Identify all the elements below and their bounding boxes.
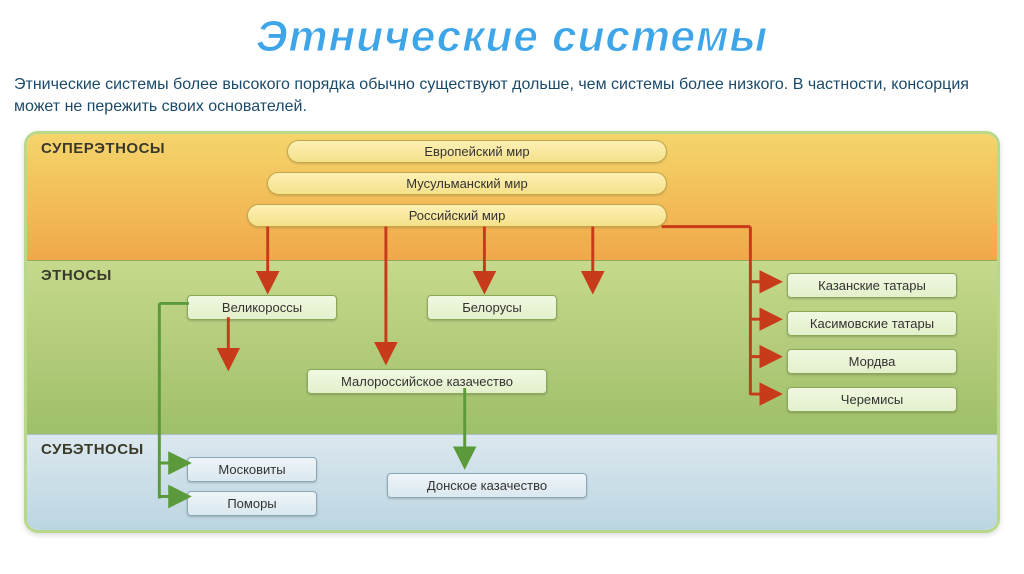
band-label-sub: СУБЭТНОСЫ [41, 441, 144, 458]
band-label-ethnos: ЭТНОСЫ [41, 267, 112, 284]
band-ethnos: ЭТНОСЫ Великороссы Белорусы Малороссийск… [27, 260, 997, 434]
pill-russian: Российский мир [247, 204, 667, 227]
pill-euro: Европейский мир [287, 140, 667, 163]
box-mordva: Мордва [787, 349, 957, 374]
sbox-pomor: Поморы [187, 491, 317, 516]
box-belorus: Белорусы [427, 295, 557, 320]
box-kasim: Касимовские татары [787, 311, 957, 336]
sbox-moskovit: Московиты [187, 457, 317, 482]
box-velikoross: Великороссы [187, 295, 337, 320]
band-label-super: СУПЕРЭТНОСЫ [41, 140, 165, 157]
ethnic-diagram: СУПЕРЭТНОСЫ Европейский мир Мусульмански… [24, 131, 1000, 533]
page-title: Этнические системы [0, 0, 1024, 70]
subtitle-text: Этнические системы более высокого порядк… [0, 70, 1024, 131]
box-maloross: Малороссийское казачество [307, 369, 547, 394]
band-subethnos: СУБЭТНОСЫ Московиты Поморы Донское казач… [27, 434, 997, 533]
sbox-don: Донское казачество [387, 473, 587, 498]
box-kazan: Казанские татары [787, 273, 957, 298]
band-superethnos: СУПЕРЭТНОСЫ Европейский мир Мусульмански… [27, 134, 997, 260]
box-cheremis: Черемисы [787, 387, 957, 412]
pill-muslim: Мусульманский мир [267, 172, 667, 195]
